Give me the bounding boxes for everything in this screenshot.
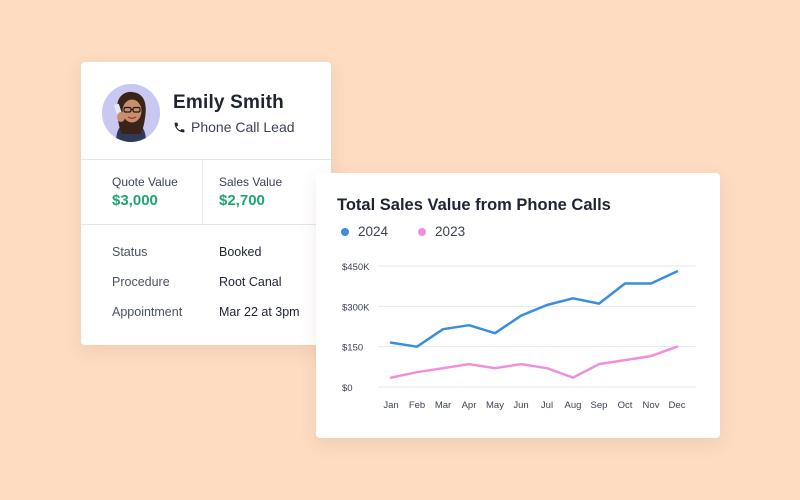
legend-label-2024: 2024	[358, 224, 389, 239]
x-tick-label-aug: Aug	[565, 400, 582, 411]
x-tick-label-mar: Mar	[435, 400, 451, 411]
quote-value: $3,000	[112, 192, 158, 209]
x-tick-label-jul: Jul	[541, 400, 553, 411]
quote-value-metric: Quote Value $3,000	[112, 175, 178, 209]
detail-row-procedure: Procedure Root Canal	[81, 275, 331, 305]
procedure-label: Procedure	[112, 275, 170, 289]
series-line-2024	[389, 270, 679, 348]
lead-type-label: Phone Call Lead	[191, 119, 295, 135]
line-chart: $0 $150 $300K $450K Jan Feb Mar Apr May Jun Jul Aug…	[342, 262, 696, 411]
avatar-portrait-icon	[102, 84, 160, 142]
legend-item-2023: 2023	[418, 224, 465, 239]
procedure-value: Root Canal	[219, 275, 282, 289]
lead-details: Status Booked Procedure Root Canal Appoi…	[81, 225, 331, 335]
sales-value-metric: Sales Value $2,700	[219, 175, 282, 209]
x-tick-label-nov: Nov	[643, 400, 660, 411]
y-tick-label-0: $0	[342, 383, 353, 394]
avatar	[102, 84, 160, 142]
legend-item-2024: 2024	[341, 224, 388, 239]
detail-row-status: Status Booked	[81, 245, 331, 275]
sales-chart-card: Total Sales Value from Phone Calls 2024 …	[316, 173, 720, 438]
chart-title: Total Sales Value from Phone Calls	[337, 196, 611, 214]
phone-icon	[174, 122, 185, 132]
lead-card: Emily Smith Phone Call Lead Quote Value …	[81, 62, 331, 345]
x-tick-label-jun: Jun	[513, 400, 528, 411]
status-value: Booked	[219, 245, 262, 259]
status-label: Status	[112, 245, 148, 259]
legend-label-2023: 2023	[435, 224, 466, 239]
chart-legend: 2024 2023	[341, 224, 465, 239]
legend-dot-2023	[418, 227, 427, 236]
x-tick-label-feb: Feb	[409, 400, 425, 411]
lead-metrics: Quote Value $3,000 Sales Value $2,700	[81, 160, 331, 225]
x-tick-label-jan: Jan	[383, 400, 398, 411]
y-tick-label-1: $150	[342, 343, 363, 354]
sales-value: $2,700	[219, 192, 265, 209]
x-tick-label-apr: Apr	[462, 400, 477, 411]
metric-divider	[202, 160, 203, 224]
lead-name: Emily Smith	[173, 92, 284, 113]
x-tick-label-may: May	[486, 400, 504, 411]
quote-value-label: Quote Value	[112, 175, 178, 189]
lead-header: Emily Smith Phone Call Lead	[81, 62, 331, 160]
series-line-2023	[389, 345, 679, 379]
lead-type: Phone Call Lead	[173, 119, 295, 135]
x-tick-label-oct: Oct	[618, 400, 633, 411]
x-tick-label-dec: Dec	[669, 400, 686, 411]
x-tick-label-sep: Sep	[591, 400, 608, 411]
appointment-label: Appointment	[112, 305, 183, 319]
y-tick-label-2: $300K	[342, 302, 370, 313]
appointment-value: Mar 22 at 3pm	[219, 305, 300, 319]
detail-row-appointment: Appointment Mar 22 at 3pm	[81, 305, 331, 335]
sales-value-label: Sales Value	[219, 175, 283, 189]
y-tick-label-3: $450K	[342, 262, 370, 273]
legend-dot-2024	[341, 227, 349, 236]
